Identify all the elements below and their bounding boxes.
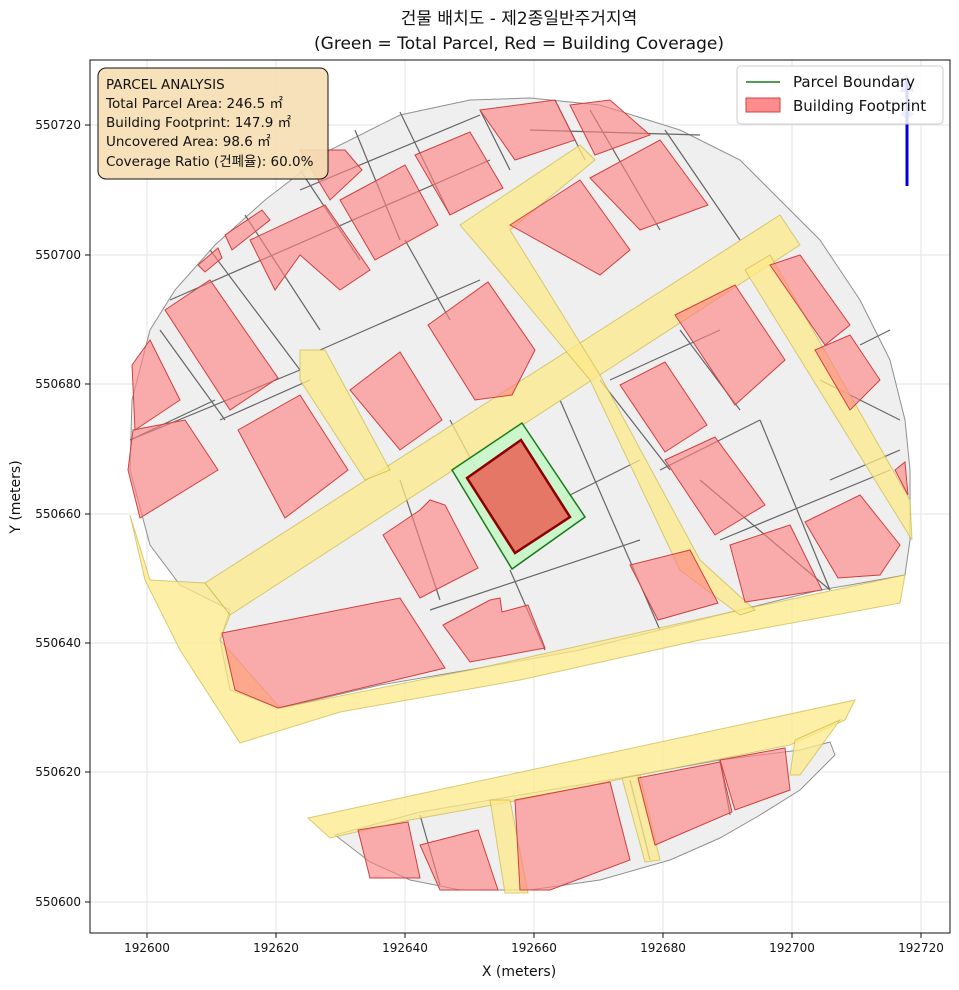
- info-heading: PARCEL ANALYSIS: [106, 77, 225, 93]
- building: [221, 597, 446, 709]
- x-tick-label: 192680: [640, 941, 686, 955]
- x-tick-label: 192720: [898, 941, 944, 955]
- building: [349, 351, 443, 451]
- map-content: [127, 74, 914, 894]
- y-tick-label: 550660: [35, 507, 81, 521]
- figure-title-line2: (Green = Total Parcel, Red = Building Co…: [314, 34, 724, 54]
- road-vertical-left: [299, 349, 391, 481]
- building: [382, 499, 479, 599]
- building: [224, 209, 271, 251]
- y-tick-label: 550620: [35, 765, 81, 779]
- building: [197, 247, 223, 273]
- building: [769, 254, 851, 346]
- building: [419, 829, 499, 891]
- info-coverage: Coverage Ratio (건폐율): 60.0%: [106, 154, 314, 170]
- highlighted-building-footprint: [465, 438, 572, 555]
- x-tick-label: 192620: [253, 941, 299, 955]
- x-tick-label: 192640: [382, 941, 428, 955]
- building: [719, 747, 791, 811]
- roads: [129, 144, 913, 894]
- building: [729, 524, 823, 603]
- y-tick-label: 550640: [35, 636, 81, 650]
- y-tick-label: 550720: [35, 118, 81, 132]
- building: [637, 761, 733, 846]
- legend-building-swatch: [745, 97, 781, 113]
- legend: Parcel Boundary Building Footprint: [736, 65, 944, 125]
- building: [629, 549, 719, 621]
- road-lower-connector-3: [789, 718, 842, 776]
- building-footprints: [127, 99, 909, 891]
- axes-frame: [89, 59, 951, 934]
- building: [664, 436, 766, 536]
- figure-title-line1: 건물 배치도 - 제2종일반주거지역: [401, 9, 637, 29]
- x-tick-label: 192600: [124, 941, 170, 955]
- building: [357, 821, 421, 879]
- road-lower-connector-2: [621, 774, 661, 863]
- building: [164, 279, 279, 411]
- legend-building-label: Building Footprint: [793, 97, 926, 115]
- y-axis: 550600 550620 550640 550660 550680 55070…: [8, 118, 90, 909]
- building: [814, 334, 881, 411]
- building: [442, 597, 546, 663]
- building: [894, 461, 909, 496]
- building: [479, 99, 576, 161]
- x-tick-label: 192700: [769, 941, 815, 955]
- road-vertical-center: [459, 144, 756, 616]
- building: [339, 164, 439, 261]
- building: [509, 179, 631, 276]
- y-tick-label: 550700: [35, 248, 81, 262]
- building: [569, 99, 651, 156]
- x-axis: 192600 192620 192640 192660 192680 19270…: [124, 933, 944, 980]
- building: [427, 281, 536, 401]
- building: [619, 361, 708, 453]
- building: [131, 339, 181, 431]
- building: [414, 131, 504, 216]
- y-axis-label: Y (meters): [8, 460, 24, 534]
- legend-parcel-label: Parcel Boundary: [793, 73, 915, 91]
- parcel-analysis-box: PARCEL ANALYSIS Total Parcel Area: 246.5…: [97, 67, 329, 180]
- building: [804, 494, 901, 579]
- x-tick-label: 192660: [511, 941, 557, 955]
- building: [127, 419, 219, 519]
- building: [249, 204, 371, 291]
- y-tick-label: 550680: [35, 377, 81, 391]
- y-tick-label: 550600: [35, 895, 81, 909]
- building: [674, 284, 786, 406]
- x-axis-label: X (meters): [482, 964, 556, 980]
- building: [589, 139, 709, 231]
- info-footprint: Building Footprint: 147.9 ㎡: [106, 115, 292, 131]
- road-bottom-sweep: [129, 514, 906, 744]
- info-total-area: Total Parcel Area: 246.5 ㎡: [105, 96, 283, 112]
- info-uncovered: Uncovered Area: 98.6 ㎡: [106, 134, 271, 150]
- road-vertical-right: [744, 254, 913, 541]
- building: [514, 781, 631, 891]
- building: [237, 394, 349, 519]
